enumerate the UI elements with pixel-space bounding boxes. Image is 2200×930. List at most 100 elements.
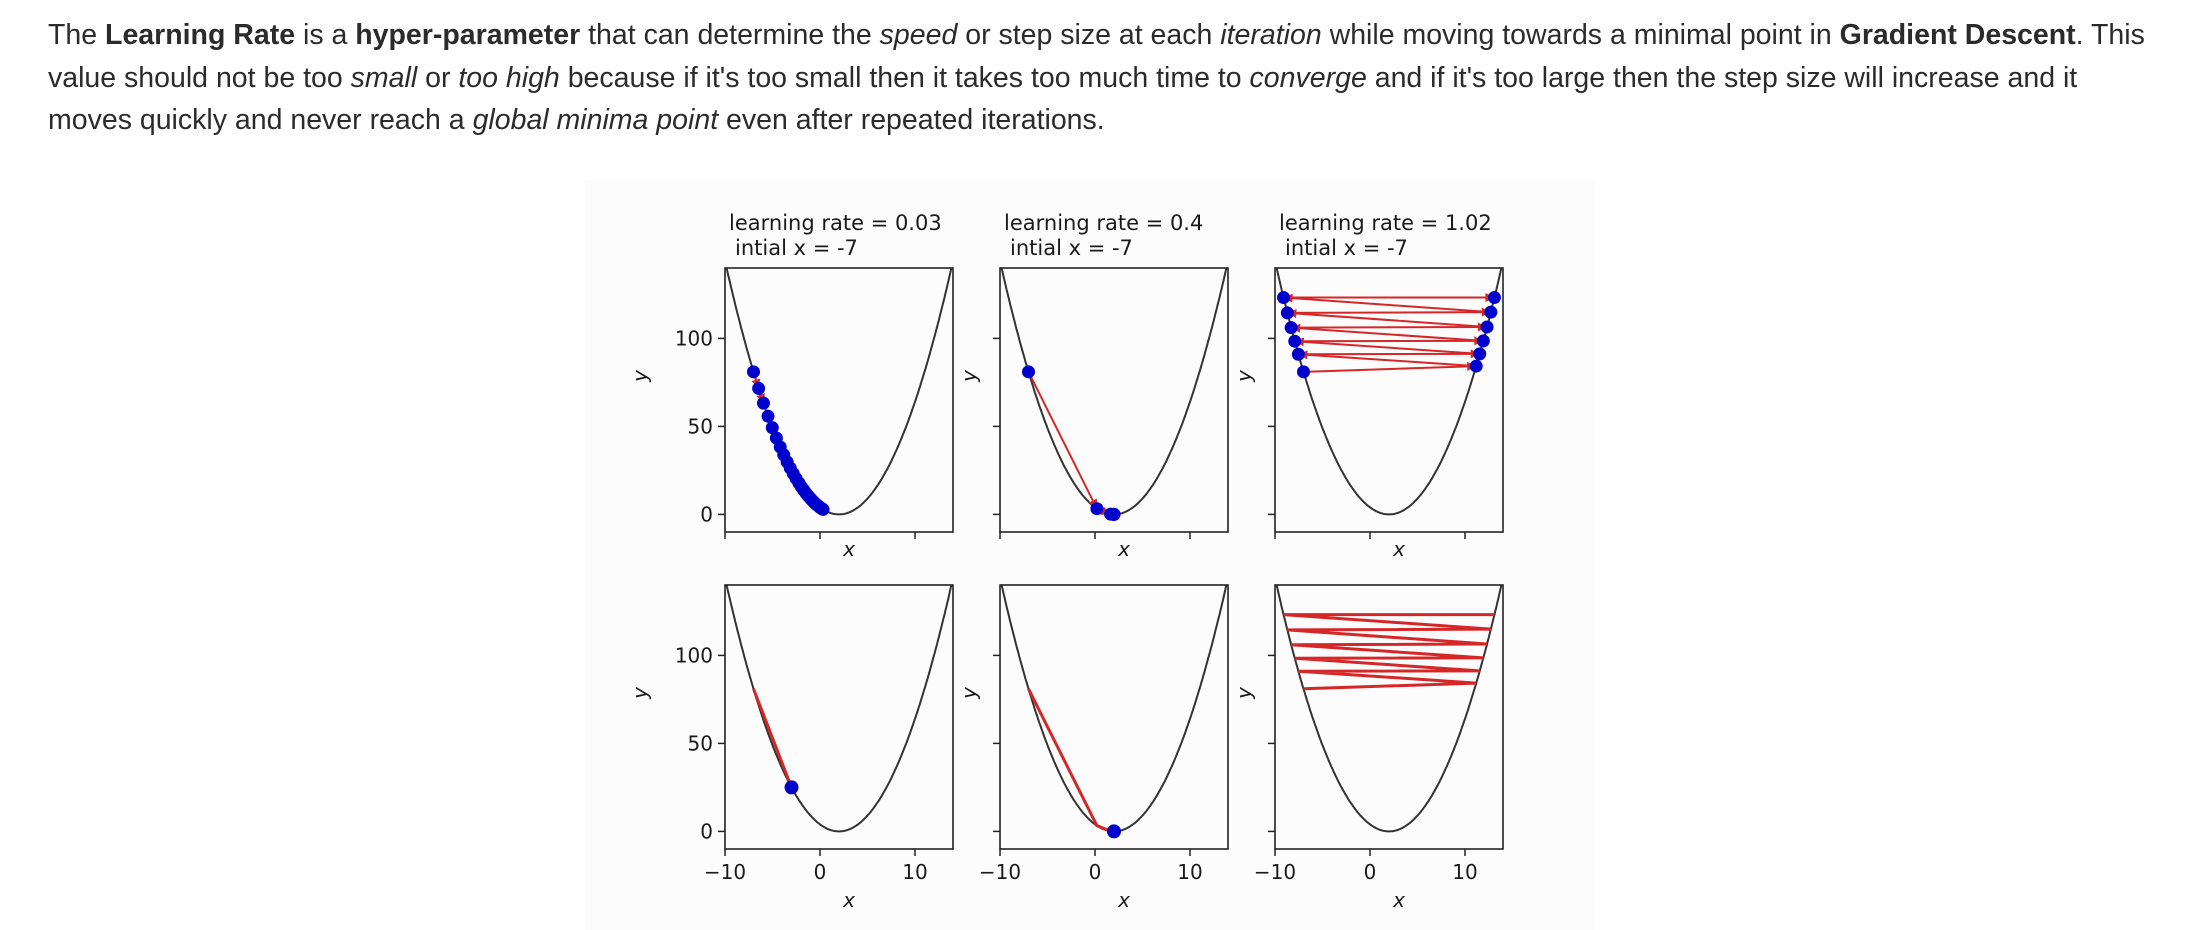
parabola-curve <box>1000 268 1228 516</box>
y-axis-label: y <box>628 369 652 383</box>
y-tick-label: 0 <box>700 502 713 526</box>
descent-path-line <box>1283 613 1495 691</box>
descent-path-line <box>1027 688 1114 833</box>
descent-step-line <box>1287 311 1488 328</box>
descent-step-line <box>1291 325 1488 329</box>
iteration-marker <box>1022 365 1035 379</box>
y-tick-label: 100 <box>675 643 713 667</box>
paragraph-segment: iteration <box>1220 19 1322 51</box>
x-axis-label: x <box>842 537 855 561</box>
final-point-marker <box>1107 824 1121 839</box>
iteration-marker <box>816 502 830 516</box>
iteration-marker <box>1480 320 1494 334</box>
iteration-marker <box>1484 305 1498 319</box>
paragraph-segment: hyper-parameter <box>355 19 581 51</box>
panel-title-learning-rate: learning rate = 0.4 <box>1004 211 1203 235</box>
description-paragraph: The Learning Rate is a hyper-parameter t… <box>48 14 2158 142</box>
y-tick-label: 100 <box>675 326 713 350</box>
x-tick-label: 10 <box>1452 860 1477 884</box>
x-tick-label: −10 <box>704 860 746 884</box>
paragraph-segment: . This value should not be too <box>48 19 2145 94</box>
iteration-marker <box>761 409 775 423</box>
iteration-marker <box>1288 334 1302 348</box>
y-tick-label: 0 <box>700 819 713 843</box>
axes-frame <box>724 267 954 533</box>
axes-frame <box>999 267 1229 533</box>
y-axis-label: y <box>957 369 981 383</box>
iteration-marker <box>1297 365 1310 379</box>
axes-frame <box>1274 584 1504 850</box>
parabola-curve <box>1275 268 1503 516</box>
x-tick-label: 0 <box>1089 860 1102 884</box>
descent-step-line <box>1287 311 1491 314</box>
iteration-marker <box>1469 359 1483 373</box>
parabola-curve <box>1000 585 1228 833</box>
parabola-curve <box>725 585 953 833</box>
iteration-marker <box>1291 347 1305 361</box>
x-tick-label: 10 <box>902 860 927 884</box>
x-axis-label: x <box>842 888 855 912</box>
iteration-marker <box>1277 291 1291 305</box>
paragraph-segment: too high <box>458 61 560 94</box>
paragraph-segment: because if it's too small then it takes … <box>559 61 1250 94</box>
x-axis-label: x <box>1117 537 1130 561</box>
descent-step-line <box>1291 326 1484 342</box>
parabola-curve <box>1275 585 1503 833</box>
iteration-marker <box>752 381 766 395</box>
paragraph-segment: small <box>350 61 418 94</box>
panel-title-initial-x: intial x = -7 <box>735 236 858 260</box>
panel-title-learning-rate: learning rate = 0.03 <box>729 211 942 235</box>
descent-step-line <box>1298 353 1477 368</box>
descent-step-line <box>1027 371 1098 510</box>
iteration-marker <box>1473 347 1487 361</box>
paragraph-segment: The <box>48 19 106 51</box>
panel-title-initial-x: intial x = -7 <box>1285 236 1408 260</box>
plot-panel: −10 0 10 x y <box>957 584 1229 912</box>
descent-step-line <box>1303 365 1477 373</box>
x-axis-label: x <box>1392 537 1405 561</box>
x-tick-label: −10 <box>1254 860 1296 884</box>
iteration-marker <box>1090 502 1104 516</box>
x-axis-label: x <box>1392 888 1405 912</box>
iteration-marker <box>747 365 760 379</box>
panel-title-learning-rate: learning rate = 1.02 <box>1279 211 1492 235</box>
axes-frame <box>724 584 954 850</box>
iteration-marker <box>756 396 770 410</box>
x-tick-label: 0 <box>1364 860 1377 884</box>
paragraph-segment: Gradient Descent <box>1839 19 2076 51</box>
plot-panel: −10 0 10 x y <box>1232 584 1504 912</box>
iteration-marker <box>765 421 779 435</box>
axes-frame <box>1274 267 1504 533</box>
x-tick-label: 10 <box>1177 860 1202 884</box>
paragraph-segment: Learning Rate <box>105 19 296 51</box>
learning-rate-figure: 0 50 100 x y learning rate = 0.03 intial x = -… <box>585 180 1595 930</box>
y-axis-label: y <box>957 686 981 700</box>
descent-step-line <box>1294 340 1480 355</box>
paragraph-segment: or <box>417 61 459 94</box>
iteration-marker <box>1487 291 1501 305</box>
iteration-marker <box>1107 507 1121 521</box>
descent-path-line <box>752 688 793 788</box>
paragraph-segment: is a <box>295 19 356 51</box>
x-tick-label: −10 <box>979 860 1021 884</box>
paragraph-segment: converge <box>1249 61 1367 94</box>
y-tick-label: 50 <box>688 731 713 755</box>
paragraph-segment: global minima point <box>472 104 719 136</box>
panel-title-initial-x: intial x = -7 <box>1010 236 1133 260</box>
final-point-marker <box>784 780 799 795</box>
paragraph-segment: and if it's too large then the step size… <box>48 61 2078 137</box>
paragraph-segment: that can determine the <box>580 19 880 51</box>
paragraph-segment: even after repeated iterations. <box>718 104 1105 136</box>
descent-step-line <box>1283 296 1491 314</box>
x-axis-label: x <box>1117 888 1130 912</box>
iteration-marker <box>1476 334 1490 348</box>
y-tick-label: 50 <box>688 414 713 438</box>
paragraph-segment: speed <box>879 19 958 51</box>
paragraph-segment: or step size at each <box>957 19 1221 51</box>
y-axis-label: y <box>1232 686 1256 700</box>
